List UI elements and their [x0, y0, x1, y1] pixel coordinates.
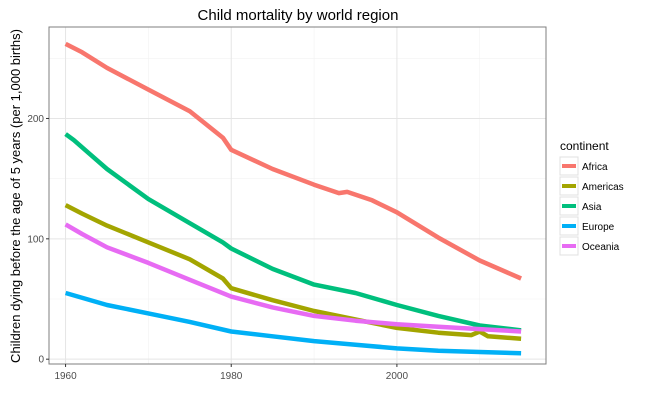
legend-label: Europe	[582, 222, 615, 233]
y-axis-label: Children dying before the age of 5 years…	[8, 29, 23, 363]
series-line-asia	[64, 132, 522, 333]
x-tick-label: 1980	[220, 371, 243, 382]
legend-item-asia: Asia	[559, 196, 602, 216]
plot-border	[48, 26, 547, 365]
series-line-oceania	[64, 222, 522, 334]
y-tick-label: 200	[27, 114, 44, 125]
series-line-europe	[64, 290, 522, 356]
series-line-americas	[64, 203, 522, 341]
gridlines	[49, 27, 546, 364]
legend-label: Oceania	[582, 242, 620, 253]
legend-title: continent	[560, 139, 609, 153]
legend-label: Africa	[582, 162, 608, 173]
x-tick-label: 2000	[386, 371, 409, 382]
x-axis: 1960 1980 2000	[54, 364, 408, 382]
legend-item-europe: Europe	[559, 216, 615, 236]
chart-title: Child mortality by world region	[198, 7, 399, 24]
legend-item-americas: Americas	[559, 176, 624, 196]
legend-item-oceania: Oceania	[559, 236, 620, 256]
series-lines	[64, 41, 522, 356]
legend-item-africa: Africa	[559, 156, 608, 176]
series-line-africa	[64, 41, 522, 281]
y-tick-label: 100	[27, 234, 44, 245]
legend-label: Americas	[582, 182, 624, 193]
legend-label: Asia	[582, 202, 602, 213]
legend: continent Africa Americas Asia Europe Oceani…	[559, 139, 624, 256]
x-tick-label: 1960	[54, 371, 77, 382]
y-axis: 0 100 200	[27, 114, 49, 366]
y-tick-label: 0	[38, 355, 44, 366]
